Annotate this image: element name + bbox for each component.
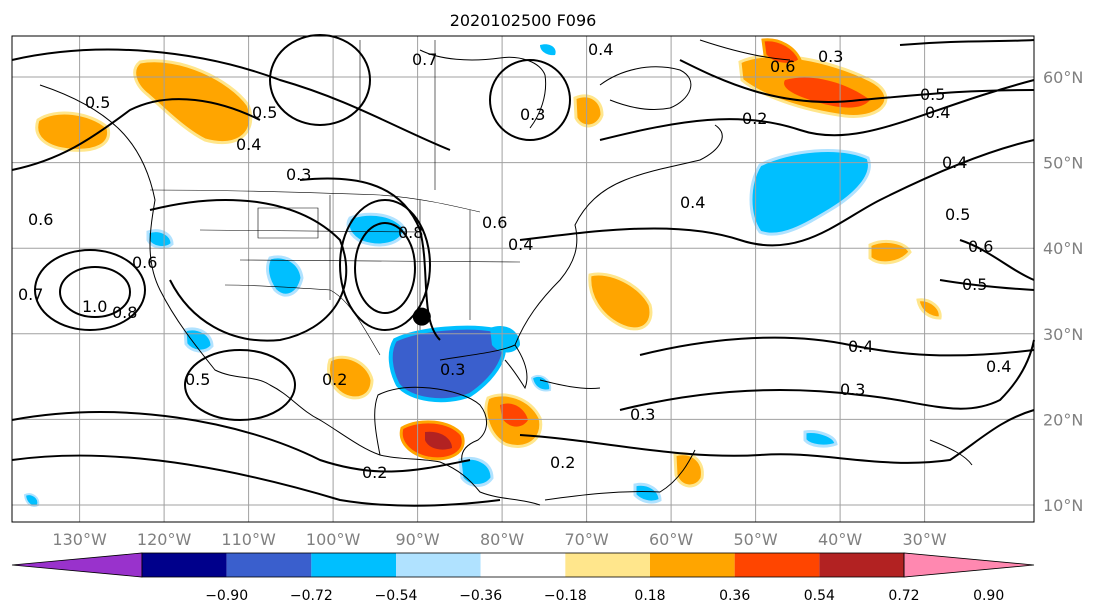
contour-label: 0.5 [945,205,970,224]
contour-label: 0.6 [482,213,507,232]
contour-label: 0.3 [440,360,465,379]
longitude-label: 60°W [649,530,693,549]
colorbar-tick-label: 0.18 [634,588,665,604]
longitude-label: 100°W [306,530,361,549]
colorbar-swatch [819,553,904,577]
storm-center-marker [412,307,431,326]
colorbar-tick-label: −0.54 [375,588,418,604]
contour-label: 0.3 [286,165,311,184]
contour-label: 0.5 [252,103,277,122]
longitude-label: 40°W [818,530,862,549]
contour-label: 0.2 [742,109,767,128]
contour-label: 0.3 [520,105,545,124]
colorbar-swatch [142,553,227,577]
contour-label: 0.3 [840,380,865,399]
contour-label: 0.3 [630,405,655,424]
contour-label: 0.4 [236,135,261,154]
latitude-label: 20°N [1043,410,1083,429]
contour-label: 0.8 [398,223,423,242]
colorbar: −0.90 −0.72 −0.54 −0.36 −0.18 0.18 0.36 0.54 0.7… [11,552,1035,604]
colorbar-tick-label: −0.18 [544,588,587,604]
colorbar-swatch [226,553,312,577]
longitude-label: 130°W [52,530,107,549]
colorbar-swatch [396,553,481,577]
latitude-label: 30°N [1043,325,1083,344]
contour-labels: 0.5 0.5 0.4 0.3 0.6 0.6 1.0 0.8 0.7 0.5 … [18,40,1011,482]
contour-label: 0.7 [412,50,437,69]
latitude-label: 40°N [1043,239,1083,258]
contour-label: 0.6 [28,210,53,229]
colorbar-tick-label: −0.36 [459,588,502,604]
colorbar-tick-label: 0.36 [719,588,750,604]
colorbar-swatch [650,553,735,577]
contour-label: 1.0 [82,297,107,316]
colorbar-extend-low [11,552,143,578]
longitude-label: 50°W [734,530,778,549]
contour-label: 0.5 [185,370,210,389]
longitude-label: 120°W [137,530,192,549]
contour-label: 0.5 [962,275,987,294]
colorbar-tick-label: −0.72 [290,588,333,604]
colorbar-swatch [480,553,566,577]
latitude-label: 50°N [1043,154,1083,173]
contour-label: 0.4 [925,103,950,122]
contour-lines [11,34,1035,507]
contour-label: 0.2 [550,453,575,472]
longitude-label: 30°W [903,530,947,549]
contour-label: 0.2 [322,370,347,389]
longitude-label: 80°W [480,530,524,549]
contour-label: 0.6 [770,57,795,76]
colorbar-tick-label: 0.54 [804,588,835,604]
contour-label: 0.4 [848,337,873,356]
map-panel: 0.5 0.5 0.4 0.3 0.6 0.6 1.0 0.8 0.7 0.5 … [11,34,1035,523]
colorbar-tick-label: 0.72 [888,588,919,604]
contour-label: 0.5 [85,93,110,112]
longitude-label: 90°W [396,530,440,549]
colorbar-tick-label: −0.90 [205,588,248,604]
contour-label: 0.5 [920,85,945,104]
coastlines [39,39,973,506]
latitude-label: 60°N [1043,68,1083,87]
contour-label: 0.4 [508,235,533,254]
shaded-field [23,38,942,507]
latitude-labels: 60°N 50°N 40°N 30°N 20°N 10°N [1043,68,1083,515]
contour-label: 0.3 [818,47,843,66]
contour-label: 0.8 [112,303,137,322]
colorbar-tick-label: 0.90 [973,588,1004,604]
longitude-label: 70°W [565,530,609,549]
longitude-labels: 130°W 120°W 110°W 100°W 90°W 80°W 70°W 60°W 50°W… [52,530,946,549]
colorbar-frame [141,552,905,578]
contour-label: 0.2 [362,463,387,482]
colorbar-extend-high [903,552,1035,578]
map-frame [11,35,1035,523]
longitude-label: 110°W [221,530,276,549]
contour-label: 0.7 [18,285,43,304]
latitude-label: 10°N [1043,496,1083,515]
contour-label: 0.4 [986,357,1011,376]
colorbar-swatch [734,553,820,577]
contour-label: 0.4 [680,193,705,212]
map-title: 2020102500 F096 [450,11,597,30]
colorbar-swatch [565,553,650,577]
colorbar-swatch [311,553,396,577]
contour-label: 0.6 [968,237,993,256]
contour-label: 0.4 [942,153,967,172]
contour-label: 0.6 [132,253,157,272]
contour-label: 0.4 [588,40,613,59]
